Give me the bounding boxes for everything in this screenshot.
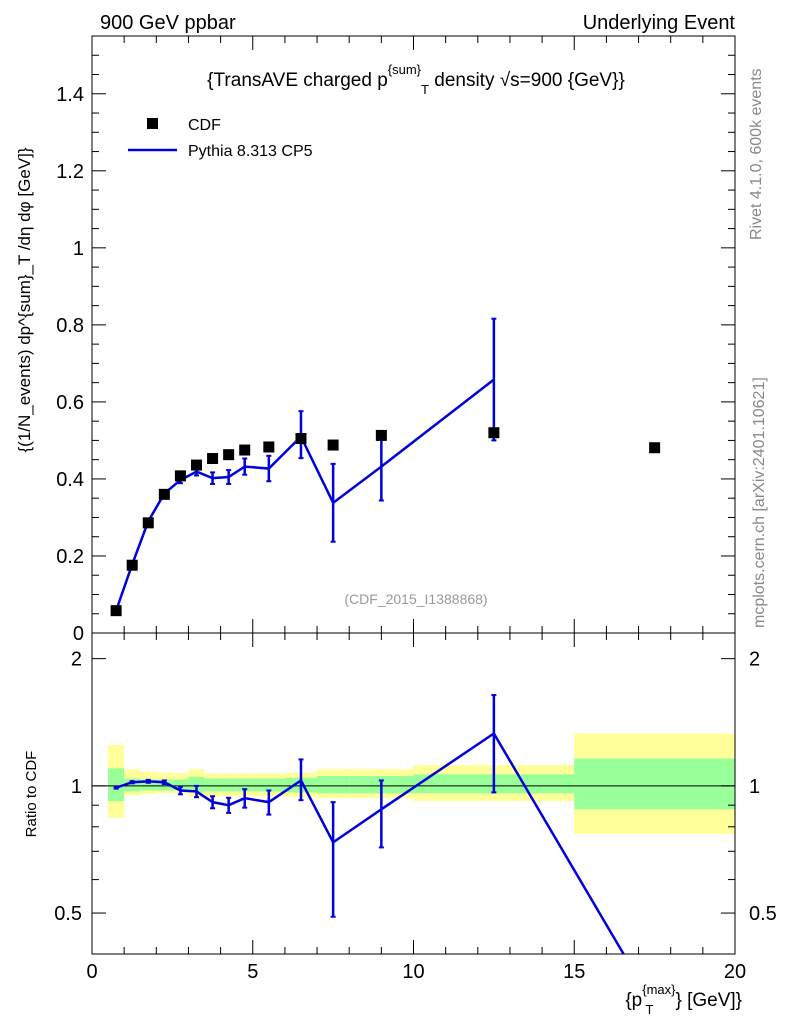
legend: CDF Pythia 8.313 CP5 [128, 117, 313, 160]
main-title-sup: {sum} [388, 62, 422, 77]
main-data-series [110, 427, 661, 617]
main-title-suffix: density √s=900 {GeV}} [429, 70, 625, 91]
ratio-band-inner [108, 768, 125, 802]
header-right: Underlying Event [583, 12, 736, 34]
main-data-point [190, 459, 202, 471]
main-y-ticks: 0 0.2 0.4 0.6 0.8 1 1.2 1.4 [56, 54, 735, 645]
ratio-y-ticks: 0.5 0.5 1 1 2 2 [54, 649, 777, 925]
x-axis-label: {p{max} T } [GeV]} [625, 982, 742, 1017]
main-y-tick-label: 0.6 [56, 392, 84, 414]
main-data-point [174, 470, 186, 482]
header-left: 900 GeV ppbar [100, 12, 236, 34]
ratio-y-tick-label-right: 2 [749, 649, 760, 671]
main-y-tick-label: 1.4 [56, 84, 84, 106]
x-label-prefix: {p [625, 990, 642, 1011]
ratio-band-inner [252, 778, 285, 792]
ratio-x-tick-label: 20 [724, 961, 746, 983]
ratio-band-inner [317, 776, 350, 794]
main-y-tick-label: 0 [73, 623, 84, 645]
main-y-label: {(1/N_events) dp^{sum}_T /dη dφ [GeV]} [15, 147, 34, 452]
main-data-point [649, 442, 661, 454]
ratio-x-ticks: 0 5 10 15 20 [86, 633, 746, 983]
main-mc-series [113, 317, 497, 613]
main-y-tick-label: 0.8 [56, 315, 84, 337]
main-data-point [126, 559, 138, 571]
ratio-band-inner [236, 778, 253, 792]
ratio-frame [91, 632, 736, 955]
main-data-point [327, 439, 339, 451]
ratio-x-tick-label: 10 [402, 961, 424, 983]
main-panel: 0 0.2 0.4 0.6 0.8 1 1.2 1.4 {TransAVE charged p… [15, 35, 736, 645]
ratio-band-inner [574, 758, 735, 810]
ratio-y-tick-label-right: 1 [749, 776, 760, 798]
ratio-panel: 0.5 0.5 1 1 2 2 0 5 10 15 20 Ratio to CDF {p{max}… [23, 632, 777, 1017]
main-title-sub: T [421, 82, 429, 97]
main-data-point [488, 427, 500, 439]
ratio-y-tick-label-left: 2 [71, 649, 82, 671]
main-data-point [207, 453, 219, 465]
main-y-tick-label: 0.4 [56, 469, 84, 491]
main-y-tick-label: 1.2 [56, 161, 84, 183]
ratio-mc-series [113, 694, 625, 955]
main-data-point [223, 449, 235, 461]
mcplots-label: mcplots.cern.ch [arXiv:2401.10621] [751, 377, 768, 628]
main-data-point [110, 605, 122, 617]
ratio-band-inner [172, 779, 189, 791]
main-data-point [142, 517, 154, 529]
main-title-prefix: {TransAVE charged p [207, 70, 388, 91]
legend-cdf-marker [147, 118, 158, 129]
ratio-y-tick-label-right: 0.5 [749, 903, 777, 925]
ratio-band-inner [220, 778, 237, 792]
ratio-x-tick-label: 5 [247, 961, 258, 983]
main-data-point [239, 444, 251, 456]
main-data-point [375, 429, 387, 441]
main-y-tick-label: 1 [73, 238, 84, 260]
ratio-band-inner [188, 776, 205, 793]
ratio-y-tick-label-left: 1 [71, 776, 82, 798]
ratio-band-inner [140, 779, 157, 791]
x-label-sup: {max} [642, 982, 676, 997]
ratio-x-tick-label: 15 [563, 961, 585, 983]
legend-mc-label: Pythia 8.313 CP5 [188, 143, 313, 160]
legend-cdf-label: CDF [188, 117, 221, 134]
rivet-label: Rivet 4.1.0, 600k events [748, 68, 765, 240]
ratio-y-label: Ratio to CDF [23, 751, 40, 838]
main-y-tick-label: 0.2 [56, 546, 84, 568]
main-data-point [158, 488, 170, 500]
ratio-bands [108, 733, 735, 834]
main-data-point [295, 432, 307, 444]
ratio-y-tick-label-left: 0.5 [54, 903, 82, 925]
main-data-point [263, 441, 275, 453]
main-mc-line [114, 378, 495, 612]
ratio-x-tick-label: 0 [86, 961, 97, 983]
watermark: (CDF_2015_I1388868) [344, 591, 487, 607]
main-title: {TransAVE charged p{sum} T density √s=900… [207, 62, 625, 97]
x-label-suffix: } [GeV]} [675, 990, 742, 1011]
x-label-sub: T [646, 1002, 654, 1017]
ratio-band-inner [204, 778, 221, 792]
